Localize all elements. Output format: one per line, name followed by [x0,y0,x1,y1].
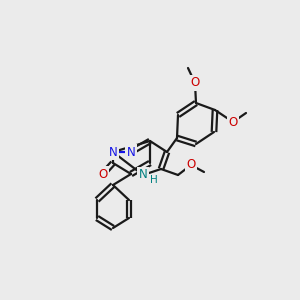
Text: N: N [127,146,135,158]
Text: O: O [228,116,238,128]
Text: N: N [109,146,117,158]
Text: O: O [98,167,108,181]
Text: H: H [150,175,158,185]
Text: O: O [186,158,196,172]
Text: O: O [190,76,200,89]
Text: N: N [139,169,147,182]
